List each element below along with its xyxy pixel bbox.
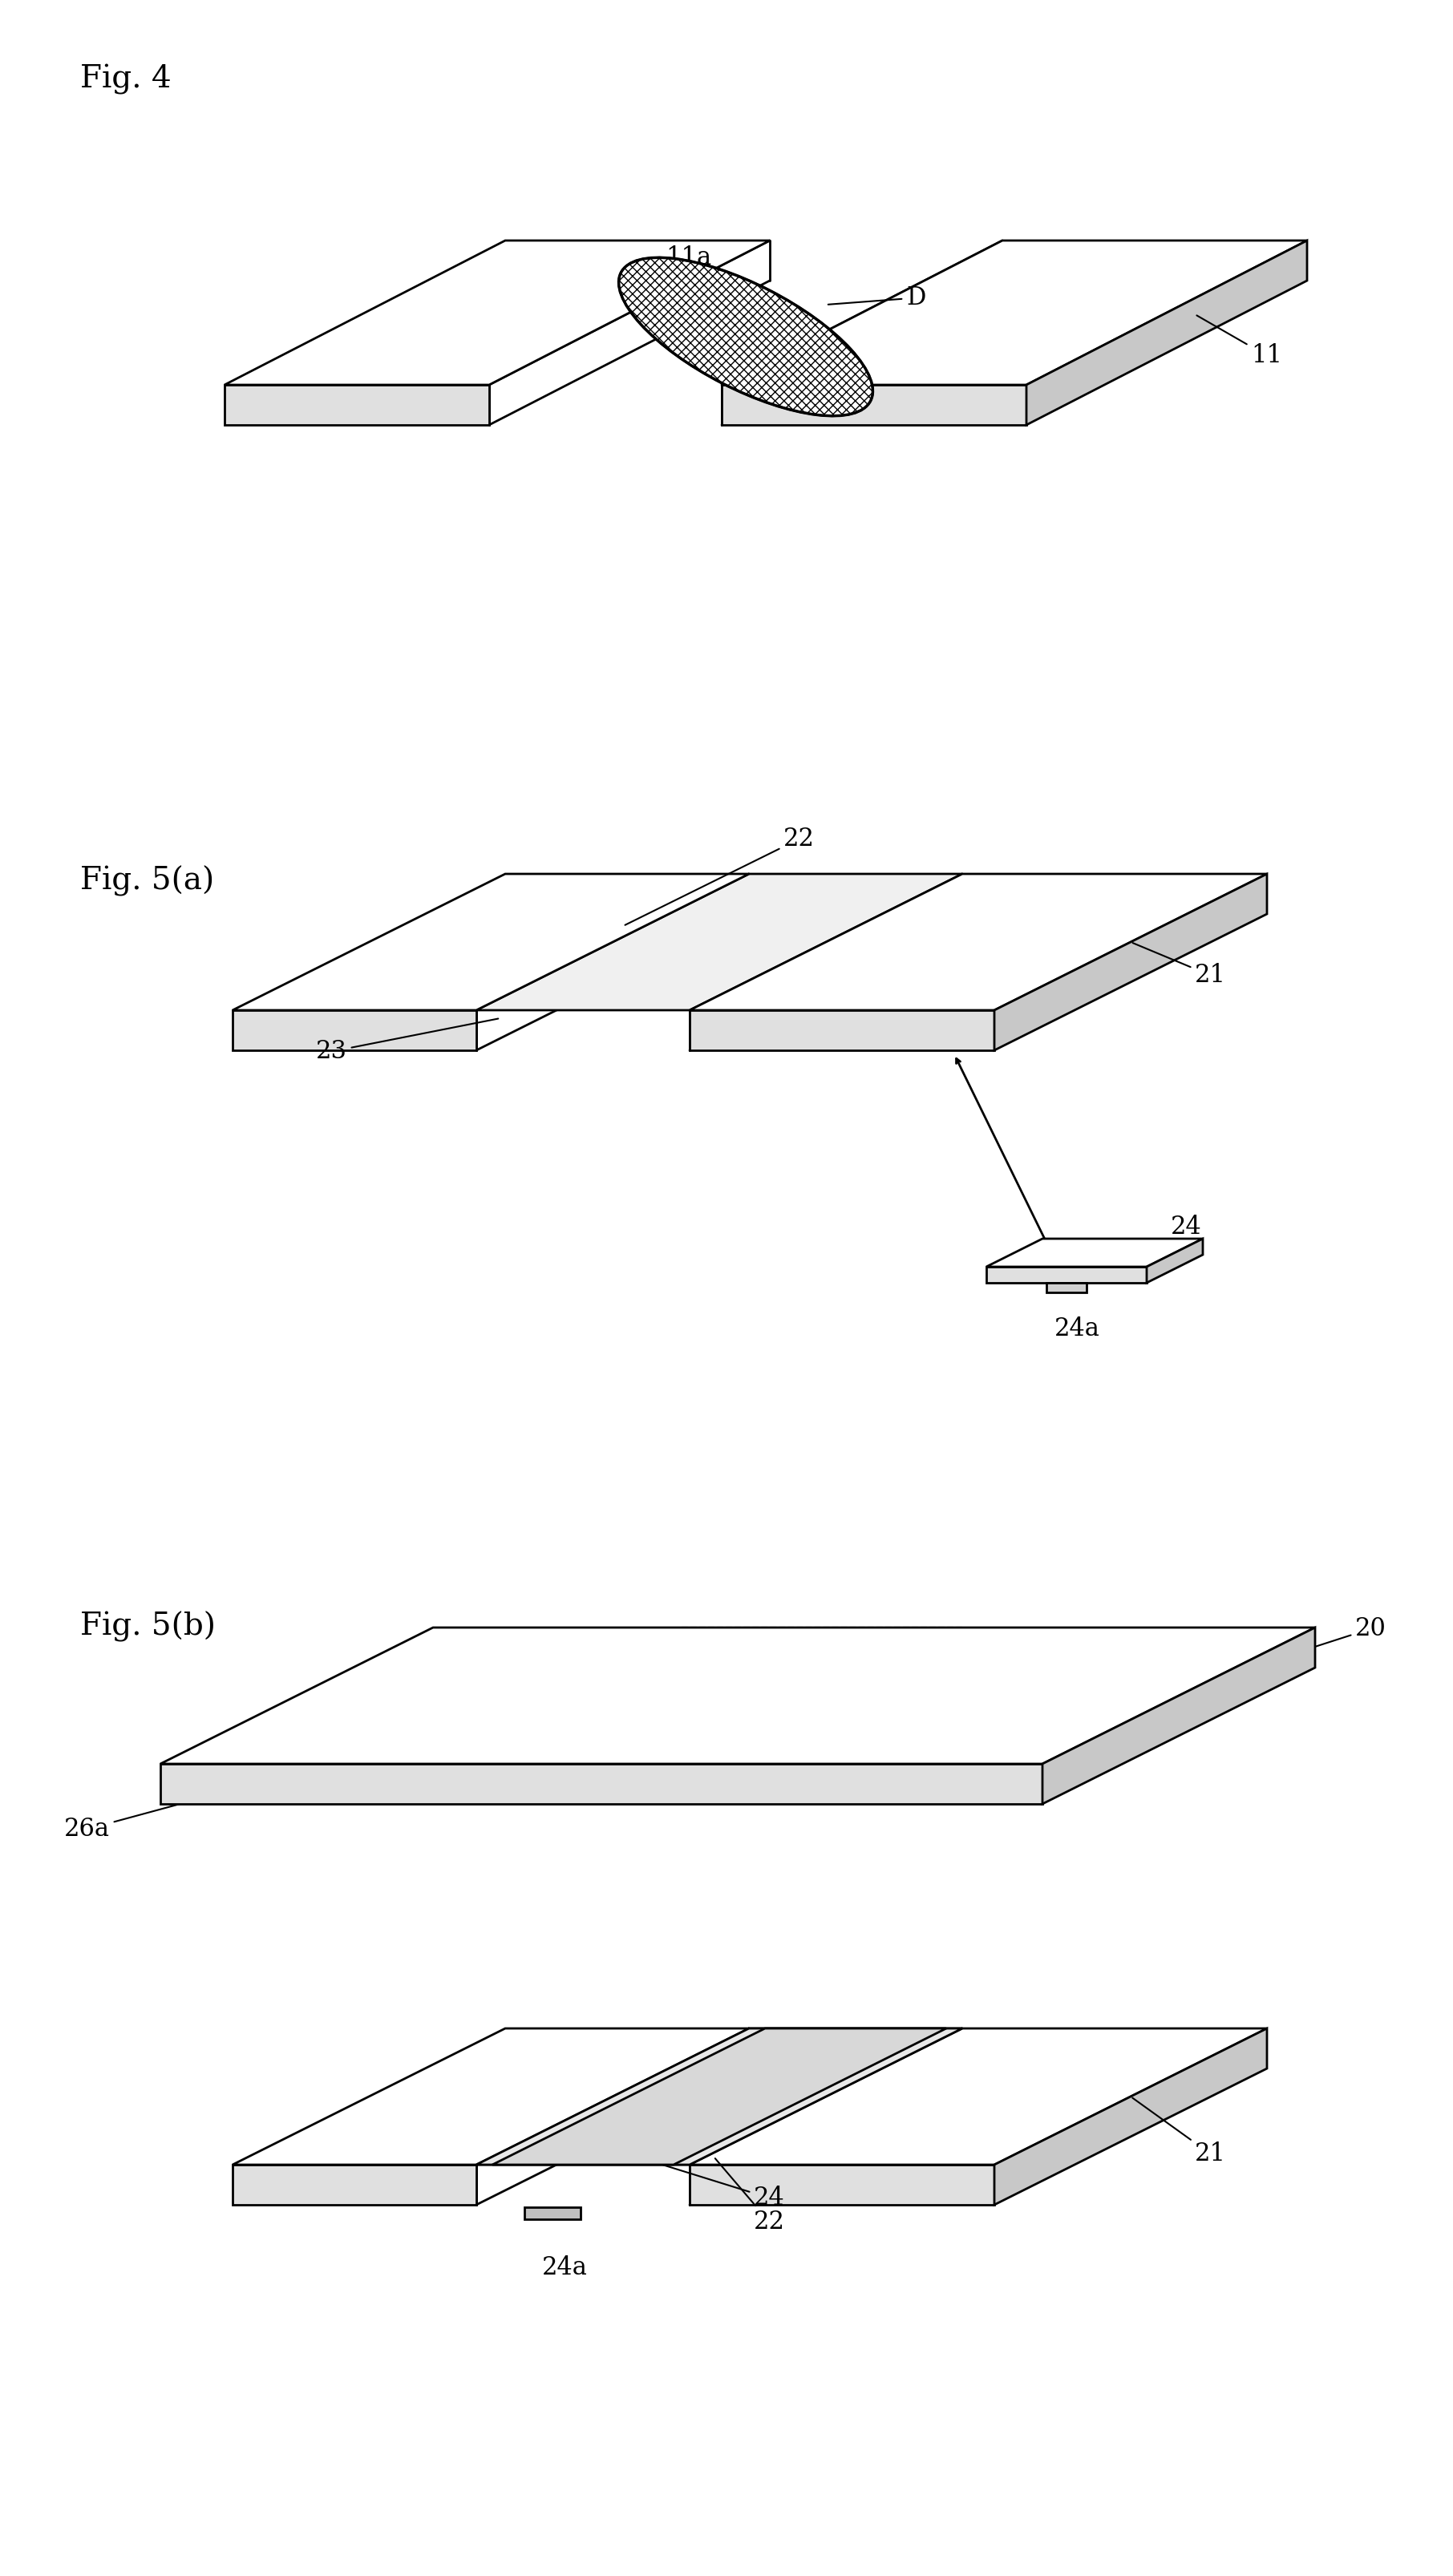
Polygon shape [994,2027,1267,2205]
Text: 22: 22 [625,827,815,925]
Polygon shape [994,873,1267,1051]
Polygon shape [477,873,962,1010]
Polygon shape [690,2164,994,2205]
Polygon shape [225,384,490,425]
Polygon shape [477,2027,962,2164]
Polygon shape [232,2164,477,2205]
Text: 25: 25 [689,2094,718,2115]
Polygon shape [690,873,1267,1010]
Text: 26a: 26a [64,1793,222,1842]
Polygon shape [1042,1628,1315,1803]
Ellipse shape [619,258,873,415]
Text: 24a: 24a [542,2257,587,2280]
Polygon shape [493,2027,946,2164]
Polygon shape [525,2208,581,2221]
Text: 20: 20 [1277,1615,1386,1659]
Polygon shape [987,1267,1146,1283]
Polygon shape [722,240,1308,384]
Polygon shape [690,1010,994,1051]
Text: Fig. 4: Fig. 4 [80,64,171,95]
Polygon shape [690,2027,1267,2164]
Polygon shape [160,1628,1315,1765]
Polygon shape [1146,1239,1203,1283]
Text: 23: 23 [315,1018,498,1064]
Polygon shape [232,873,748,1010]
Text: 24a: 24a [1055,1316,1100,1342]
Polygon shape [722,384,1026,425]
Text: Fig. 5(a): Fig. 5(a) [80,866,214,896]
Polygon shape [232,2027,748,2164]
Text: 24: 24 [1171,1213,1202,1239]
Polygon shape [987,1239,1203,1267]
Text: Fig. 5(b): Fig. 5(b) [80,1613,215,1643]
Text: 11: 11 [1197,314,1282,368]
Text: 24: 24 [651,2161,785,2210]
Polygon shape [160,1765,1042,1803]
Polygon shape [1046,1283,1087,1293]
Polygon shape [1026,240,1308,425]
Text: 22: 22 [715,2159,785,2233]
Text: 11a: 11a [665,245,712,301]
Polygon shape [225,240,770,384]
Text: 21: 21 [1133,943,1226,987]
Polygon shape [232,1010,477,1051]
Text: 26: 26 [933,1705,1081,1780]
Text: 21: 21 [1132,2097,1226,2166]
Text: D: D [828,286,926,309]
Polygon shape [477,2027,962,2164]
